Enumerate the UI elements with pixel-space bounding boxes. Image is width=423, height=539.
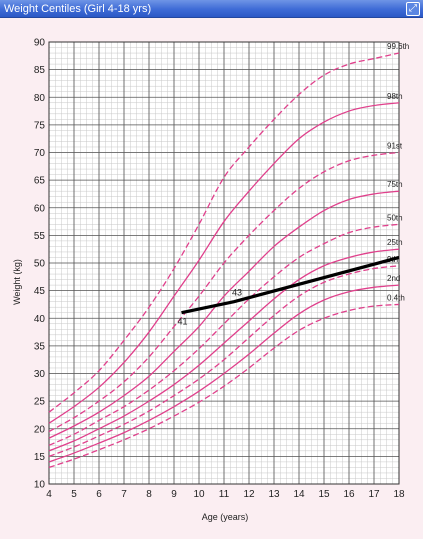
x-tick-label: 6 <box>96 489 102 500</box>
y-tick-label: 80 <box>34 93 46 104</box>
centile-label: 99.6th <box>387 42 409 51</box>
patient-weight-line <box>181 255 400 315</box>
centile-line-99.6th <box>48 52 400 413</box>
x-tick-label: 4 <box>46 489 52 500</box>
y-tick-label: 45 <box>34 286 46 297</box>
centile-line-75th <box>48 190 400 439</box>
y-tick-label: 25 <box>34 397 46 408</box>
x-tick-labels: 4 5 6 7 8 9 10 11 12 13 14 15 16 17 18 <box>46 489 405 500</box>
y-tick-label: 60 <box>34 203 46 214</box>
x-axis-label: Age (years) <box>202 512 249 522</box>
y-tick-label: 30 <box>34 369 46 380</box>
centile-line-0.4th <box>48 303 400 469</box>
y-tick-label: 40 <box>34 314 46 325</box>
centile-lines <box>48 52 400 469</box>
y-tick-label: 85 <box>34 65 46 76</box>
centile-line-50th <box>48 223 400 446</box>
y-tick-labels: 10 15 20 25 30 35 40 45 50 55 60 65 70 75 80 85 90 <box>34 38 46 491</box>
measurement-label: 43 <box>232 288 242 298</box>
centile-line-9th <box>48 265 400 457</box>
centile-line-2nd <box>48 284 400 463</box>
x-tick-label: 14 <box>293 489 305 500</box>
y-tick-label: 20 <box>34 424 46 435</box>
title-bar: Weight Centiles (Girl 4-18 yrs) ⤢ <box>0 0 423 18</box>
y-tick-label: 90 <box>34 38 46 49</box>
centile-label: 25th <box>387 238 403 247</box>
y-tick-label: 50 <box>34 259 46 270</box>
x-tick-label: 8 <box>146 489 152 500</box>
x-tick-label: 9 <box>171 489 177 500</box>
y-tick-label: 35 <box>34 341 46 352</box>
x-tick-label: 10 <box>193 489 205 500</box>
centile-label: 91st <box>387 142 403 151</box>
x-tick-label: 17 <box>368 489 380 500</box>
measurement-label: 41 <box>178 317 188 327</box>
y-tick-label: 15 <box>34 452 46 463</box>
x-tick-label: 12 <box>243 489 255 500</box>
y-tick-label: 70 <box>34 148 46 159</box>
y-tick-label: 55 <box>34 231 46 242</box>
centile-line-91st <box>48 151 400 433</box>
y-tick-label: 65 <box>34 176 46 187</box>
y-tick-label: 75 <box>34 120 46 131</box>
x-tick-label: 15 <box>318 489 330 500</box>
window-title: Weight Centiles (Girl 4-18 yrs) <box>4 3 152 15</box>
x-tick-label: 5 <box>71 489 77 500</box>
centile-label: 75th <box>387 180 403 189</box>
centile-label: 2nd <box>387 274 400 283</box>
patient-measurements: 41 43 <box>178 255 400 327</box>
maximize-icon[interactable]: ⤢ <box>406 2 420 16</box>
x-tick-label: 13 <box>268 489 280 500</box>
centile-label: 50th <box>387 213 403 222</box>
plot-border <box>48 41 400 485</box>
y-axis-label: Weight (kg) <box>12 259 22 305</box>
centile-label: 98th <box>387 92 403 101</box>
y-tick-label: 10 <box>34 480 46 491</box>
x-tick-label: 16 <box>343 489 355 500</box>
x-tick-label: 11 <box>219 489 230 500</box>
centile-line-25th <box>48 248 400 452</box>
centile-label: 0.4th <box>387 293 405 302</box>
x-tick-label: 18 <box>393 489 405 500</box>
centile-line-98th <box>48 102 400 424</box>
x-tick-label: 7 <box>121 489 127 500</box>
